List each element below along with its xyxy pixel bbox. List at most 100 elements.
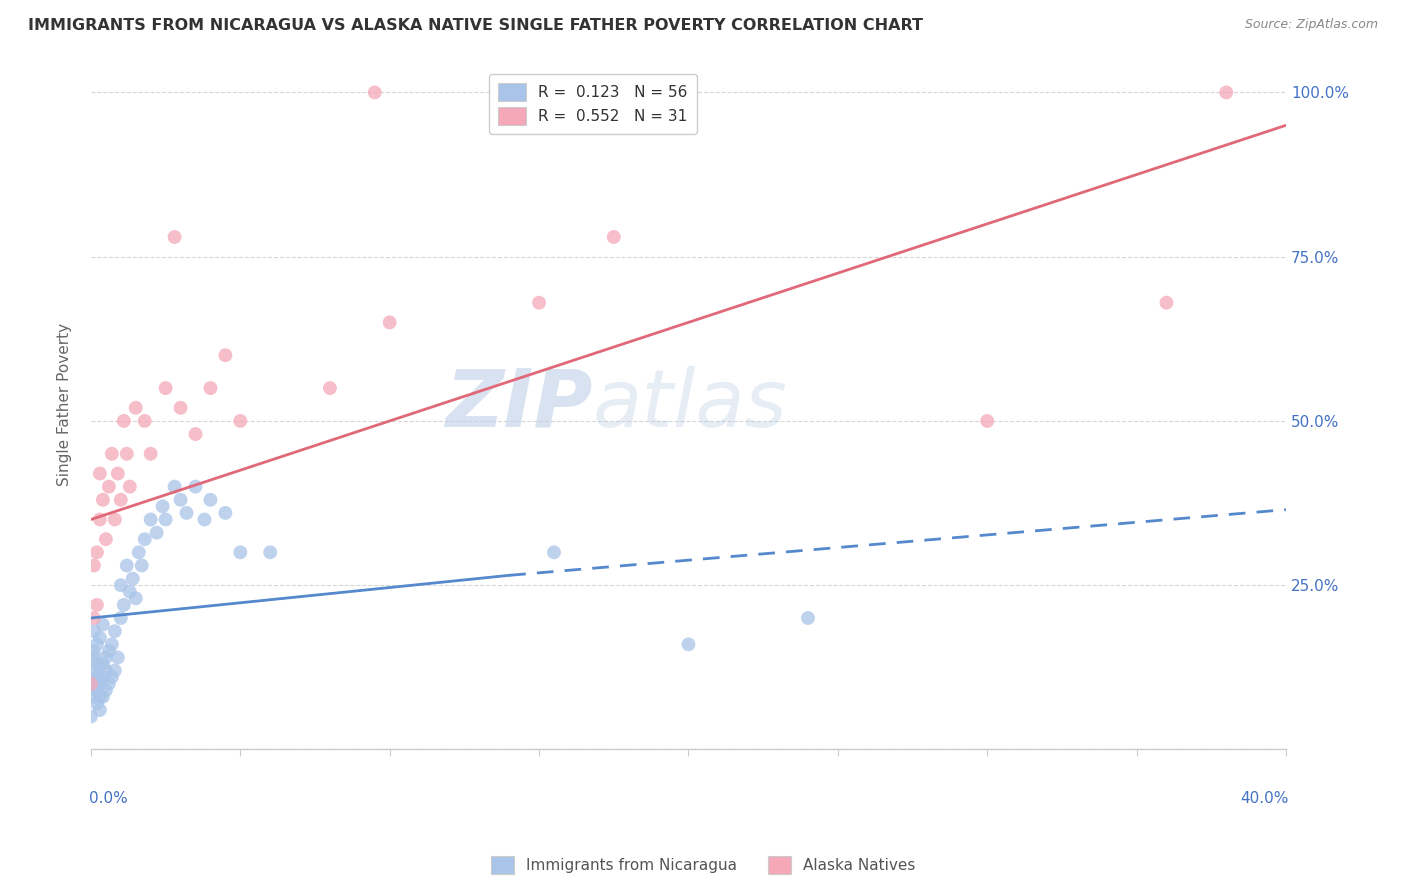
Point (797, 611, 820, 625)
Point (91, 617, 114, 632)
Point (94, 664, 117, 678)
Point (83, 558, 105, 573)
Point (101, 670, 124, 684)
Point (131, 558, 153, 573)
Point (152, 500, 174, 514)
Point (976, 414, 998, 428)
Point (125, 591, 148, 606)
Point (163, 480, 186, 494)
Point (112, 414, 135, 428)
Point (118, 584, 141, 599)
Point (139, 447, 162, 461)
Point (176, 506, 198, 520)
Point (184, 480, 207, 494)
Point (1215, 86, 1237, 100)
Point (83, 644, 105, 658)
Point (110, 578, 132, 592)
Point (83, 677, 105, 691)
Point (155, 512, 177, 526)
Point (214, 506, 236, 520)
Point (91, 657, 114, 671)
Text: IMMIGRANTS FROM NICARAGUA VS ALASKA NATIVE SINGLE FATHER POVERTY CORRELATION CHA: IMMIGRANTS FROM NICARAGUA VS ALASKA NATI… (28, 18, 924, 33)
Point (107, 467, 129, 481)
Point (89, 703, 111, 717)
Point (86, 683, 108, 698)
Point (134, 414, 156, 428)
Text: 40.0%: 40.0% (1240, 791, 1288, 805)
Point (145, 525, 167, 540)
Text: atlas: atlas (593, 366, 787, 443)
Point (94, 532, 117, 546)
Point (128, 545, 150, 559)
Point (139, 512, 162, 526)
Point (1156, 295, 1178, 310)
Point (91, 670, 114, 684)
Point (94, 683, 117, 698)
Point (86, 545, 108, 559)
Point (112, 598, 135, 612)
Point (134, 532, 156, 546)
Point (169, 492, 191, 507)
Point (200, 381, 222, 395)
Point (89, 677, 111, 691)
Point (155, 381, 177, 395)
Point (200, 492, 222, 507)
Point (121, 572, 143, 586)
Point (115, 558, 138, 573)
Point (86, 598, 108, 612)
Point (229, 414, 252, 428)
Point (83, 611, 105, 625)
Point (101, 447, 124, 461)
Legend: R =  0.123   N = 56, R =  0.552   N = 31: R = 0.123 N = 56, R = 0.552 N = 31 (489, 74, 696, 134)
Point (527, 295, 550, 310)
Point (115, 447, 138, 461)
Point (89, 690, 111, 704)
Point (86, 670, 108, 684)
Point (101, 637, 124, 651)
Point (163, 230, 186, 244)
Point (97, 677, 120, 691)
Point (378, 315, 401, 329)
Point (80, 677, 103, 691)
Point (97, 480, 120, 494)
Point (83, 650, 105, 665)
Point (89, 631, 111, 645)
Point (86, 637, 108, 651)
Text: ZIP: ZIP (446, 366, 593, 443)
Point (83, 690, 105, 704)
Point (104, 512, 127, 526)
Point (89, 512, 111, 526)
Point (86, 657, 108, 671)
Point (104, 624, 127, 639)
Point (97, 644, 120, 658)
Text: 0.0%: 0.0% (89, 791, 128, 805)
Point (110, 492, 132, 507)
Point (118, 480, 141, 494)
Point (110, 611, 132, 625)
Point (94, 650, 117, 665)
Legend: Immigrants from Nicaragua, Alaska Natives: Immigrants from Nicaragua, Alaska Native… (485, 850, 921, 880)
Point (91, 492, 114, 507)
Text: Source: ZipAtlas.com: Source: ZipAtlas.com (1244, 18, 1378, 31)
Point (83, 664, 105, 678)
Point (91, 690, 114, 704)
Point (319, 381, 342, 395)
Point (603, 230, 626, 244)
Point (214, 348, 236, 362)
Point (83, 624, 105, 639)
Y-axis label: Single Father Poverty: Single Father Poverty (58, 323, 72, 486)
Point (125, 401, 148, 415)
Point (169, 401, 191, 415)
Point (107, 650, 129, 665)
Point (89, 467, 111, 481)
Point (193, 512, 215, 526)
Point (86, 697, 108, 711)
Point (678, 637, 700, 651)
Point (80, 709, 103, 723)
Point (104, 664, 127, 678)
Point (364, 86, 387, 100)
Point (259, 545, 281, 559)
Point (229, 545, 252, 559)
Point (184, 427, 207, 442)
Point (543, 545, 565, 559)
